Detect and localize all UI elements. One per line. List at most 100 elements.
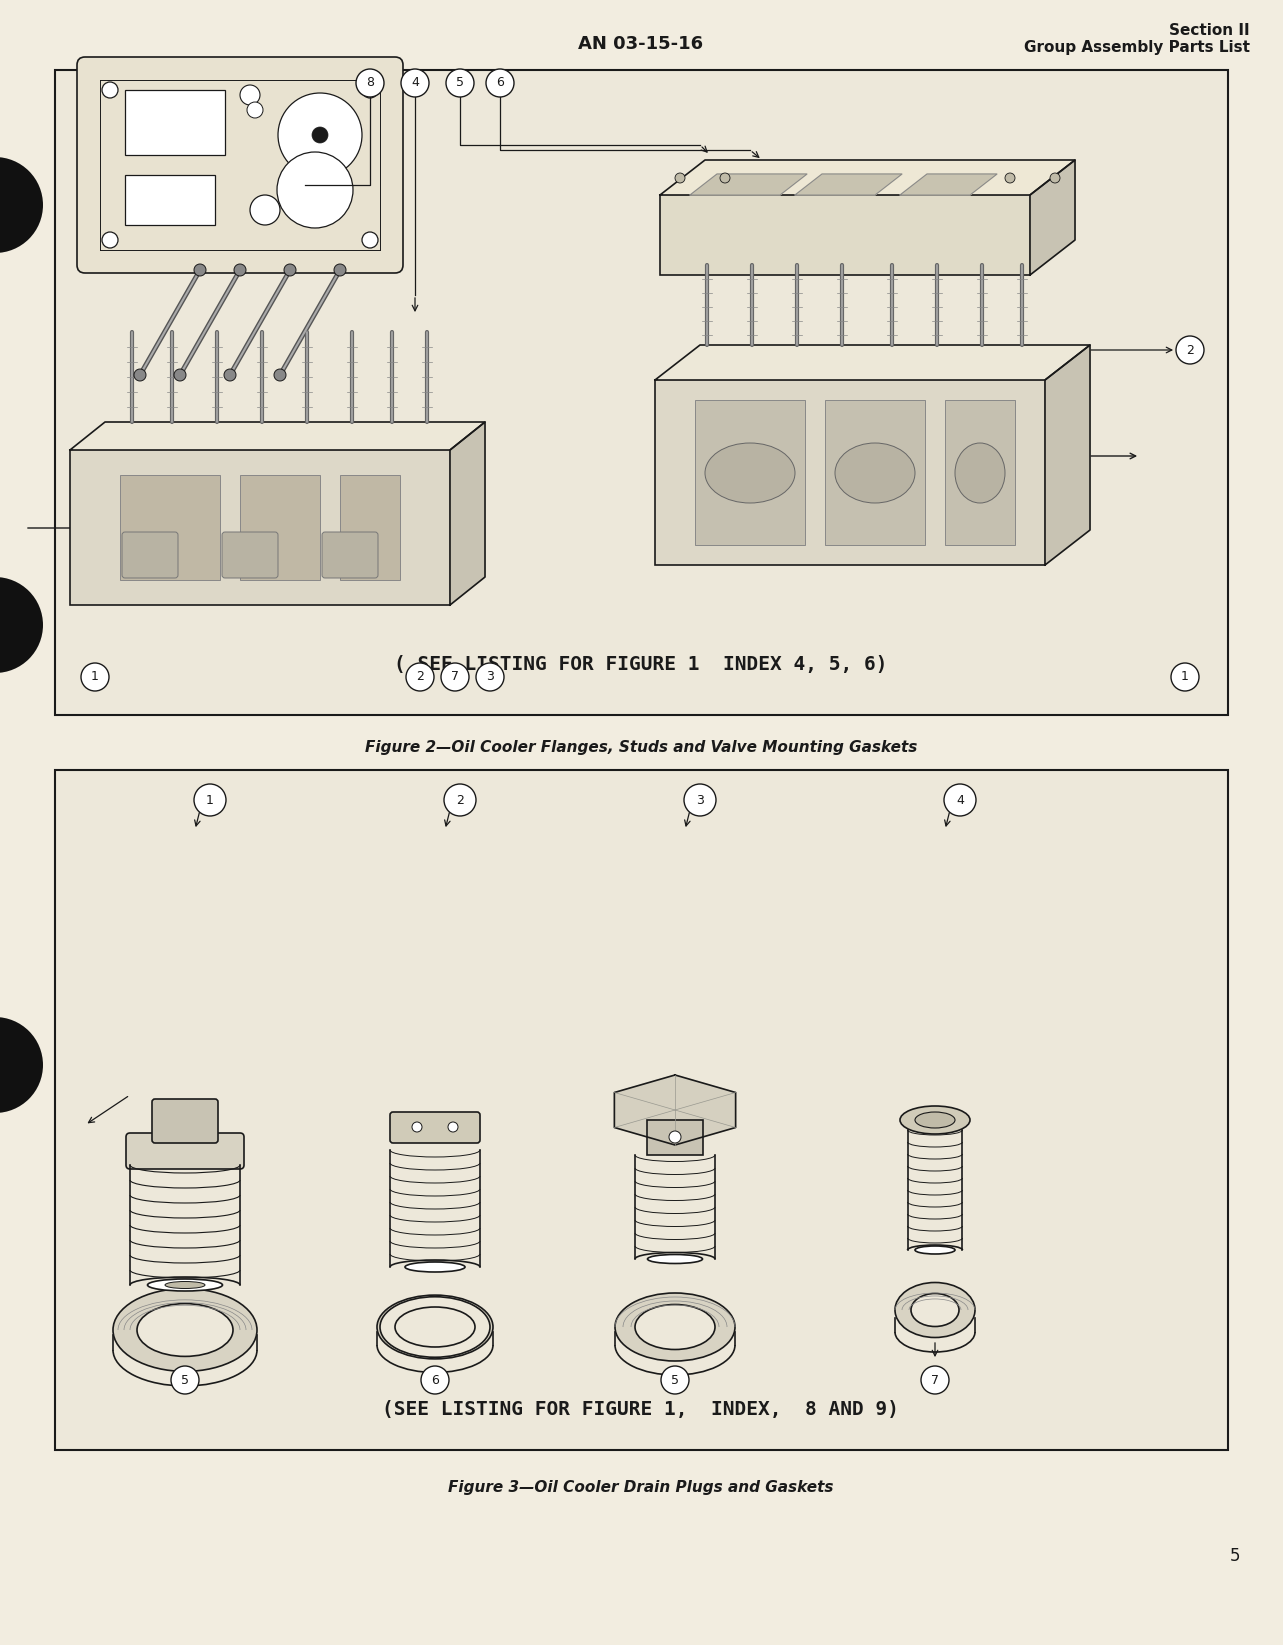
Text: 2: 2 [416,671,423,684]
Circle shape [412,1122,422,1132]
Text: 6: 6 [431,1374,439,1387]
Circle shape [234,263,246,276]
Circle shape [421,1365,449,1393]
Circle shape [1171,663,1200,691]
Ellipse shape [915,1112,955,1128]
Bar [55,71,1228,716]
Bar [946,400,1015,544]
Ellipse shape [380,1296,490,1357]
Text: Figure 3—Oil Cooler Drain Plugs and Gaskets: Figure 3—Oil Cooler Drain Plugs and Gask… [448,1480,834,1495]
Ellipse shape [648,1255,703,1263]
FancyBboxPatch shape [122,531,178,577]
FancyBboxPatch shape [77,58,403,273]
Text: 7: 7 [931,1374,939,1387]
Text: ( SEE LISTING FOR FIGURE 1  INDEX 4, 5, 6): ( SEE LISTING FOR FIGURE 1 INDEX 4, 5, 6… [394,655,888,674]
Circle shape [476,663,504,691]
Circle shape [448,1122,458,1132]
Ellipse shape [911,1293,958,1326]
Bar [659,196,1030,275]
Ellipse shape [955,443,1005,503]
Polygon shape [795,174,902,196]
Text: Group Assembly Parts List: Group Assembly Parts List [1024,39,1250,54]
Ellipse shape [635,1304,715,1349]
Text: 4: 4 [411,77,420,89]
FancyBboxPatch shape [390,1112,480,1143]
FancyBboxPatch shape [151,1099,218,1143]
Circle shape [405,663,434,691]
Circle shape [194,263,207,276]
Bar [656,380,1044,564]
Polygon shape [71,423,485,451]
Text: 2: 2 [455,793,464,806]
Circle shape [675,173,685,183]
Text: 7: 7 [452,671,459,684]
Circle shape [1049,173,1060,183]
Text: 6: 6 [497,77,504,89]
Circle shape [240,86,260,105]
Circle shape [275,368,286,382]
Bar [825,400,925,544]
Circle shape [444,785,476,816]
Text: (SEE LISTING FOR FIGURE 1,  INDEX,  8 AND 9): (SEE LISTING FOR FIGURE 1, INDEX, 8 AND … [382,1400,899,1420]
FancyBboxPatch shape [124,90,225,155]
Circle shape [402,69,429,97]
Circle shape [486,69,514,97]
Bar [695,400,804,544]
Text: 3: 3 [697,793,704,806]
Circle shape [944,785,976,816]
Ellipse shape [915,1245,955,1253]
Text: 5: 5 [1229,1546,1239,1564]
Ellipse shape [166,1281,205,1288]
Circle shape [1005,173,1015,183]
Bar [240,475,319,581]
Circle shape [446,69,473,97]
Polygon shape [690,174,807,196]
Circle shape [250,196,280,225]
Ellipse shape [615,1293,735,1360]
Circle shape [921,1365,949,1393]
Polygon shape [899,174,997,196]
Text: 5: 5 [671,1374,679,1387]
Ellipse shape [899,1105,970,1133]
FancyBboxPatch shape [322,531,378,577]
Text: 3: 3 [486,671,494,684]
Text: Figure 2—Oil Cooler Flanges, Studs and Valve Mounting Gaskets: Figure 2—Oil Cooler Flanges, Studs and V… [364,740,917,755]
Text: 1: 1 [207,793,214,806]
Ellipse shape [395,1308,475,1347]
Circle shape [225,368,236,382]
Polygon shape [1030,160,1075,275]
Ellipse shape [405,1262,464,1272]
Text: 5: 5 [455,77,464,89]
Circle shape [284,263,296,276]
Circle shape [103,232,118,248]
Circle shape [0,1017,44,1114]
Polygon shape [656,345,1091,380]
Circle shape [103,82,118,99]
Circle shape [312,127,328,143]
FancyBboxPatch shape [126,1133,244,1170]
Circle shape [133,368,146,382]
Bar [121,475,219,581]
Circle shape [334,263,346,276]
Circle shape [0,156,44,253]
Circle shape [1177,336,1203,364]
Circle shape [81,663,109,691]
Text: Section II: Section II [1169,23,1250,38]
Bar [71,451,450,605]
Circle shape [171,1365,199,1393]
Polygon shape [615,1074,735,1145]
Polygon shape [450,423,485,605]
Text: 1: 1 [1182,671,1189,684]
Ellipse shape [148,1280,222,1291]
Polygon shape [659,160,1075,196]
FancyBboxPatch shape [222,531,278,577]
Circle shape [278,94,362,178]
Bar [340,475,400,581]
Text: 8: 8 [366,77,375,89]
Ellipse shape [113,1288,257,1372]
Circle shape [684,785,716,816]
Text: AN 03-15-16: AN 03-15-16 [579,35,703,53]
Circle shape [0,577,44,673]
Circle shape [362,82,378,99]
Circle shape [362,232,378,248]
